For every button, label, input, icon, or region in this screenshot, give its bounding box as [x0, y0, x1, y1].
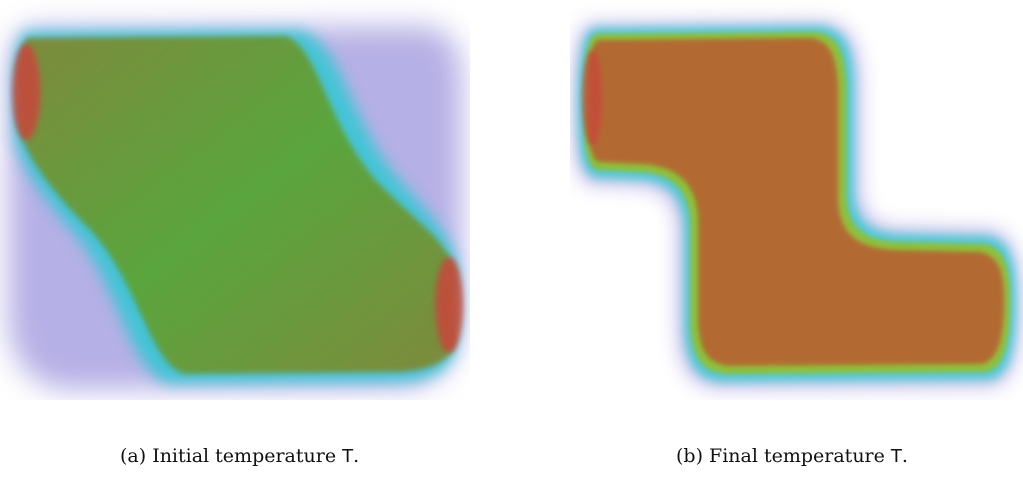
figure-a-initial-temperature [0, 0, 470, 400]
hot-spot-left [582, 50, 602, 146]
green-core [18, 36, 455, 374]
caption-a-prefix: (a) Initial temperature [120, 445, 343, 467]
caption-b-suffix: . [901, 445, 908, 467]
final-temperature-plot [572, 20, 1022, 390]
caption-a: (a) Initial temperature T. [120, 444, 359, 469]
caption-b-symbol: T [890, 446, 902, 467]
caption-a-symbol: T [342, 446, 354, 467]
figure-b-final-temperature [570, 0, 1023, 400]
hot-core [588, 38, 1004, 366]
initial-temperature-plot [8, 26, 463, 390]
caption-b-prefix: (b) Final temperature [676, 445, 891, 467]
caption-a-suffix: . [353, 445, 360, 467]
caption-b: (b) Final temperature T. [676, 444, 908, 469]
hot-spot-right [435, 257, 463, 353]
hot-spot-left [12, 44, 40, 140]
